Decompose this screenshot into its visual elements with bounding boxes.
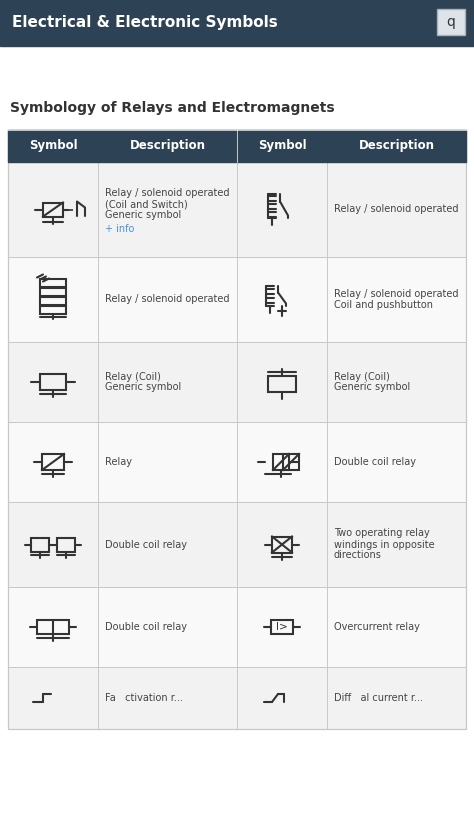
Bar bbox=[40, 278, 66, 287]
Bar bbox=[40, 306, 66, 314]
Text: Description: Description bbox=[129, 140, 206, 153]
Bar bbox=[31, 538, 49, 552]
Bar bbox=[268, 376, 296, 392]
Bar bbox=[283, 454, 299, 470]
Text: Two operating relay: Two operating relay bbox=[334, 529, 430, 539]
Text: + info: + info bbox=[105, 224, 134, 234]
Text: Generic symbol: Generic symbol bbox=[334, 382, 410, 392]
Bar bbox=[437, 9, 465, 35]
Bar bbox=[8, 342, 466, 422]
Text: Double coil relay: Double coil relay bbox=[334, 457, 416, 467]
Text: I>: I> bbox=[276, 622, 288, 632]
Text: (Coil and Switch): (Coil and Switch) bbox=[105, 200, 188, 210]
Text: Fa   ctivation r...: Fa ctivation r... bbox=[105, 693, 183, 703]
Text: Symbol: Symbol bbox=[258, 140, 306, 153]
Bar bbox=[8, 257, 466, 342]
Text: windings in opposite: windings in opposite bbox=[334, 539, 435, 549]
Bar bbox=[8, 422, 466, 502]
Bar bbox=[0, 0, 474, 46]
Bar bbox=[40, 297, 66, 305]
Text: Generic symbol: Generic symbol bbox=[105, 382, 181, 392]
Text: Generic symbol: Generic symbol bbox=[105, 211, 181, 221]
Text: q: q bbox=[447, 15, 456, 29]
Bar bbox=[8, 130, 466, 162]
Bar bbox=[37, 620, 69, 634]
Text: Description: Description bbox=[358, 140, 435, 153]
Bar bbox=[40, 374, 66, 390]
Text: Electrical & Electronic Symbols: Electrical & Electronic Symbols bbox=[12, 16, 278, 31]
Text: Relay: Relay bbox=[105, 457, 132, 467]
Text: Relay / solenoid operated: Relay / solenoid operated bbox=[334, 289, 458, 299]
Text: Relay / solenoid operated: Relay / solenoid operated bbox=[105, 188, 229, 198]
Text: Symbology of Relays and Electromagnets: Symbology of Relays and Electromagnets bbox=[10, 101, 335, 115]
Text: Relay (Coil): Relay (Coil) bbox=[105, 372, 161, 382]
Text: Double coil relay: Double coil relay bbox=[105, 622, 187, 632]
Bar bbox=[273, 454, 289, 470]
Text: Symbol: Symbol bbox=[29, 140, 77, 153]
Bar bbox=[8, 162, 466, 257]
Text: Overcurrent relay: Overcurrent relay bbox=[334, 622, 420, 632]
Bar bbox=[8, 587, 466, 667]
Text: Coil and pushbutton: Coil and pushbutton bbox=[334, 300, 433, 310]
Text: Diff   al current r...: Diff al current r... bbox=[334, 693, 423, 703]
Bar bbox=[8, 130, 466, 729]
Text: directions: directions bbox=[334, 550, 382, 561]
Bar bbox=[40, 287, 66, 296]
Bar bbox=[8, 667, 466, 729]
Text: Relay / solenoid operated: Relay / solenoid operated bbox=[105, 295, 229, 305]
Bar bbox=[8, 502, 466, 587]
Bar bbox=[42, 454, 64, 470]
Bar bbox=[271, 620, 293, 634]
Text: Relay (Coil): Relay (Coil) bbox=[334, 372, 390, 382]
Text: Double coil relay: Double coil relay bbox=[105, 539, 187, 549]
Bar bbox=[57, 538, 75, 552]
Bar bbox=[272, 537, 292, 553]
Text: Relay / solenoid operated: Relay / solenoid operated bbox=[334, 205, 458, 215]
Bar bbox=[43, 202, 63, 216]
